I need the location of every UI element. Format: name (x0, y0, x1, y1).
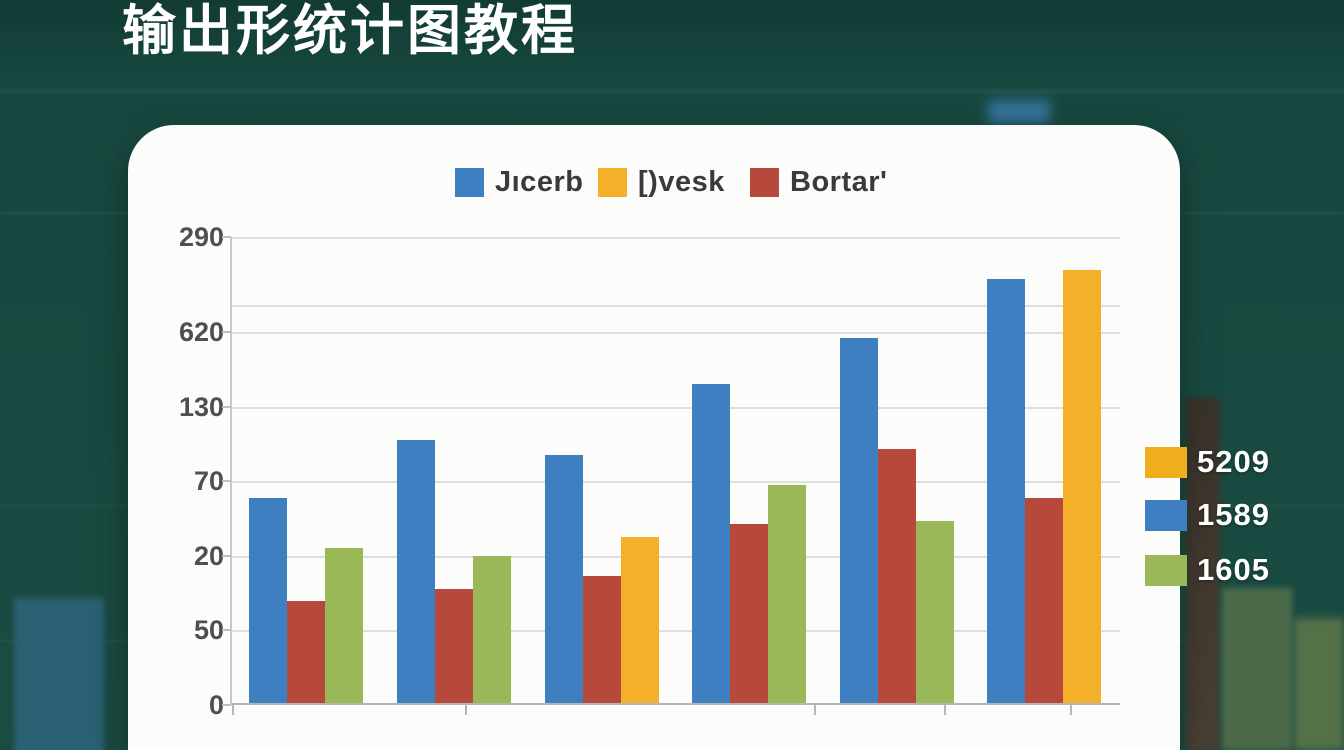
chart-card: Jıcerb [)vesk Bortar' 290620130702050060… (128, 125, 1180, 750)
bar-blue (397, 440, 435, 703)
legend-swatch-blue (455, 167, 484, 197)
bar-red (435, 589, 473, 703)
legend-label: Bortar' (790, 165, 888, 198)
legend-value: 5209 (1197, 444, 1270, 479)
overlay-legend-row: 1589 (1145, 497, 1270, 533)
legend-swatch-blue (1145, 499, 1187, 531)
bar-green (325, 548, 363, 703)
grid-line (232, 556, 1120, 558)
background-bar-shape (1186, 398, 1220, 750)
bar-blue (249, 498, 287, 703)
grid-line (232, 332, 1120, 334)
legend-swatch-red (750, 167, 779, 197)
legend-value: 1589 (1197, 497, 1270, 532)
legend-value: 1605 (1197, 552, 1270, 587)
legend-item-series1: Jıcerb (455, 166, 583, 198)
legend-swatch-green (1145, 554, 1187, 586)
y-axis-label: 620 (178, 317, 224, 347)
bar-green (473, 556, 511, 703)
chart-legend: Jıcerb [)vesk Bortar' (128, 166, 1180, 198)
bar-red (287, 601, 325, 703)
y-axis-tick (222, 406, 231, 408)
y-axis-tick (222, 331, 231, 333)
y-axis-label: 130 (178, 392, 224, 422)
y-axis-tick (222, 480, 231, 482)
legend-label: Jıcerb (495, 165, 584, 198)
x-axis-tick (944, 705, 946, 715)
legend-item-series2: [)vesk (598, 166, 725, 198)
grid-line (232, 305, 1120, 307)
grid-line (232, 630, 1120, 632)
grid-line (232, 237, 1120, 239)
x-axis-tick (1070, 705, 1072, 715)
page-title: 输出形统计图教程 (122, 1, 578, 61)
legend-swatch-yellow (598, 167, 627, 197)
bar-yellow (621, 537, 659, 703)
bar-blue (987, 279, 1025, 703)
y-axis-label: 70 (193, 466, 224, 496)
overlay-legend-row: 1605 (1145, 552, 1270, 588)
x-axis-tick (465, 705, 467, 715)
background-blur-shape (988, 100, 1050, 124)
grid-line (232, 481, 1120, 483)
bar-green (916, 521, 954, 703)
bar-red (878, 449, 916, 703)
x-axis-tick (232, 705, 234, 715)
y-axis-tick (222, 704, 231, 706)
legend-swatch-yellow (1145, 446, 1187, 478)
bar-red (1025, 498, 1063, 703)
overlay-legend-row: 5209 (1145, 444, 1270, 480)
y-axis-label: 20 (193, 541, 224, 571)
y-axis-label: 290 (178, 222, 224, 252)
bar-red (730, 524, 768, 703)
y-axis-label: 50 (193, 615, 224, 645)
y-axis-label: 0 (208, 690, 224, 720)
legend-item-series3: Bortar' (750, 166, 887, 198)
y-axis-tick (222, 555, 231, 557)
bar-blue (840, 338, 878, 703)
background-bar-shape (14, 598, 104, 750)
y-axis-tick (222, 236, 231, 238)
bar-red (583, 576, 621, 703)
legend-label: [)vesk (638, 165, 725, 198)
bar-green (768, 485, 806, 703)
background-bar-shape (1294, 618, 1344, 750)
bar-blue (692, 384, 730, 703)
y-axis-tick (222, 629, 231, 631)
x-axis-tick (814, 705, 816, 715)
background-bar-shape (1222, 588, 1292, 750)
bar-yellow (1063, 270, 1101, 703)
grid-line (232, 407, 1120, 409)
bar-blue (545, 455, 583, 703)
plot-area: 29062013070205006013252227020201207 (179, 222, 1120, 720)
background-stripe (0, 88, 1344, 94)
